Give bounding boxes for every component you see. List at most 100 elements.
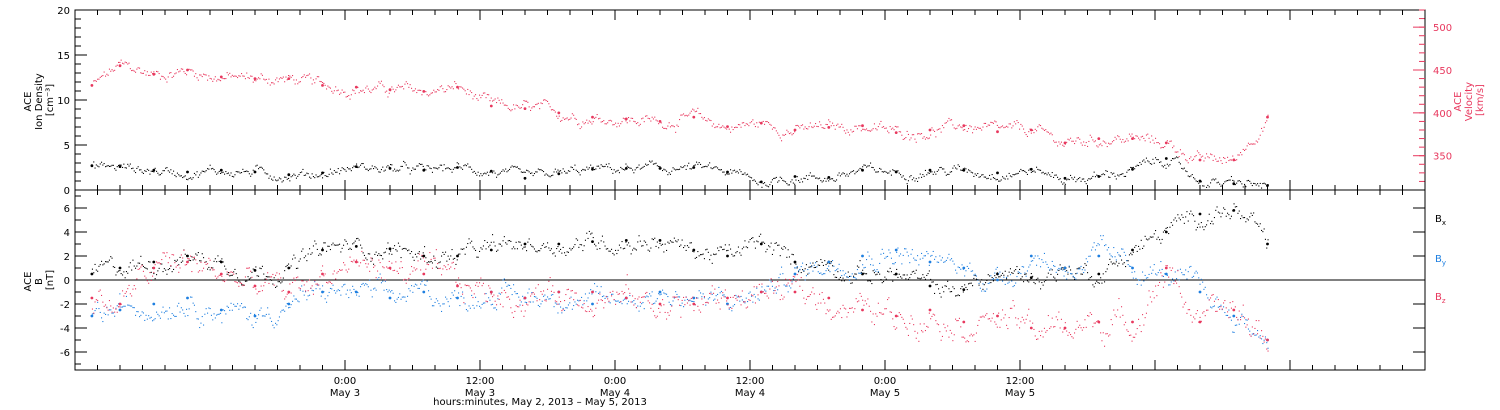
bx-sample [188, 259, 190, 261]
bx-sample [290, 265, 292, 267]
density-sample [719, 169, 721, 171]
bx-sample [800, 272, 802, 274]
bz-sample [612, 290, 614, 292]
density-sample [485, 173, 487, 175]
bz-sample [345, 269, 347, 271]
density-sample [1263, 182, 1265, 184]
bx-sample [1140, 239, 1142, 241]
by-sample [851, 273, 853, 275]
bz-sample [369, 270, 371, 272]
bx-sample [1143, 245, 1145, 247]
density-sample [443, 164, 445, 166]
density-sample [1000, 179, 1002, 181]
bx-sample [241, 284, 243, 286]
bz-sample [1079, 324, 1081, 326]
density-sample [305, 174, 307, 176]
by-sample [855, 278, 857, 280]
density-sample [505, 168, 507, 170]
density-sample [190, 177, 192, 179]
bz-sample [727, 304, 729, 306]
density-sample [773, 177, 775, 179]
bz-sample [799, 285, 801, 287]
by-sample [548, 298, 550, 300]
density-sample [1115, 178, 1117, 180]
bx-sample [694, 257, 696, 259]
velocity-sample [921, 133, 923, 135]
bx-sample [579, 244, 581, 246]
by-sample [315, 288, 317, 290]
density-sample [522, 171, 524, 173]
bx-sample [680, 244, 682, 246]
bz-sample [133, 285, 135, 287]
density-sample [264, 172, 266, 174]
by-sample [176, 305, 178, 307]
by-sample [1187, 271, 1189, 273]
density-sample [1153, 162, 1155, 164]
density-sample [416, 165, 418, 167]
velocity-sample [471, 92, 473, 94]
by-sample [471, 294, 473, 296]
bx-sample [295, 267, 297, 269]
bz-sample [958, 317, 960, 319]
velocity-sample [1213, 155, 1215, 157]
velocity-sample [209, 77, 211, 79]
bx-sample [180, 261, 182, 263]
bz-sample [1003, 317, 1005, 319]
density-sample [864, 164, 866, 166]
density-sample [1066, 179, 1068, 181]
bx-sample [944, 285, 946, 287]
velocity-point [928, 128, 932, 132]
density-sample [476, 174, 478, 176]
by-sample [849, 279, 851, 281]
by-sample [979, 287, 981, 289]
velocity-sample [977, 126, 979, 128]
by-sample [244, 306, 246, 308]
bx-sample [408, 249, 410, 251]
velocity-sample [332, 92, 334, 94]
density-sample [514, 165, 516, 167]
bx-sample [277, 281, 279, 283]
density-sample [241, 172, 243, 174]
bx-sample [883, 281, 885, 283]
velocity-sample [1225, 161, 1227, 163]
density-sample [549, 176, 551, 178]
bz-sample [829, 309, 831, 311]
density-sample [637, 166, 639, 168]
bx-point [118, 266, 122, 270]
velocity-sample [718, 123, 720, 125]
bx-sample [356, 238, 358, 240]
bx-sample [523, 246, 525, 248]
by-sample [876, 269, 878, 271]
bz-sample [1017, 318, 1019, 320]
by-sample [601, 296, 603, 298]
by-sample [267, 307, 269, 309]
bx-sample [881, 282, 883, 284]
velocity-sample [407, 83, 409, 85]
bz-sample [1185, 301, 1187, 303]
velocity-sample [442, 88, 444, 90]
velocity-sample [1023, 128, 1025, 130]
bx-sample [773, 249, 775, 251]
by-sample [570, 296, 572, 298]
bx-sample [192, 259, 194, 261]
bz-sample [719, 308, 721, 310]
bx-sample [318, 254, 320, 256]
velocity-sample [401, 85, 403, 87]
velocity-sample [518, 106, 520, 108]
by-sample [367, 286, 369, 288]
bz-sample [469, 287, 471, 289]
bx-sample [382, 258, 384, 260]
bz-sample [557, 303, 559, 305]
bz-sample [1148, 290, 1150, 292]
by-sample [1004, 283, 1006, 285]
velocity-sample [646, 115, 648, 117]
bz-sample [1077, 326, 1079, 328]
density-sample [1160, 161, 1162, 163]
bx-sample [1196, 226, 1198, 228]
density-sample [426, 165, 428, 167]
velocity-sample [616, 126, 618, 128]
bz-sample [747, 306, 749, 308]
bx-sample [803, 270, 805, 272]
bz-sample [745, 307, 747, 309]
bx-sample [987, 274, 989, 276]
